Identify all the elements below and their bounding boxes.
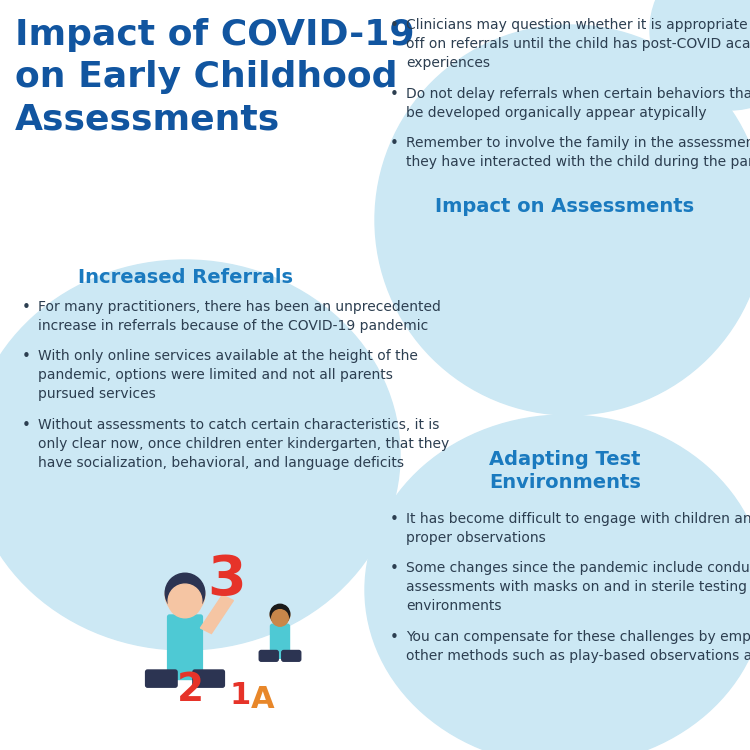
FancyBboxPatch shape [271,624,290,658]
Text: With only online services available at the height of the
pandemic, options were : With only online services available at t… [38,350,418,401]
FancyBboxPatch shape [146,670,177,687]
Text: •: • [390,561,399,576]
Text: 2: 2 [176,671,203,709]
Text: •: • [390,512,399,527]
Text: A: A [251,686,274,715]
Circle shape [165,573,205,613]
Circle shape [165,575,205,615]
Text: Clinicians may question whether it is appropriate to hold
off on referrals until: Clinicians may question whether it is ap… [406,18,750,70]
Text: Some changes since the pandemic include conducting
assessments with masks on and: Some changes since the pandemic include … [406,561,750,613]
Text: •: • [22,300,31,315]
Text: 1: 1 [230,680,251,710]
Text: Without assessments to catch certain characteristics, it is
only clear now, once: Without assessments to catch certain cha… [38,418,449,470]
Circle shape [650,0,750,110]
Text: Do not delay referrals when certain behaviors that should
be developed organical: Do not delay referrals when certain beha… [406,87,750,120]
Text: 3: 3 [208,553,246,607]
Text: You can compensate for these challenges by emphasizing
other methods such as pla: You can compensate for these challenges … [406,630,750,663]
Text: •: • [22,418,31,433]
FancyBboxPatch shape [193,670,224,687]
Text: on Early Childhood: on Early Childhood [15,60,398,94]
Text: Impact of COVID-19: Impact of COVID-19 [15,18,415,52]
Text: Increased Referrals: Increased Referrals [77,268,292,287]
Ellipse shape [0,260,400,650]
Circle shape [168,584,202,618]
Text: •: • [390,630,399,645]
Text: Impact on Assessments: Impact on Assessments [436,197,694,216]
Text: It has become difficult to engage with children and make
proper observations: It has become difficult to engage with c… [406,512,750,545]
Circle shape [270,604,290,624]
Text: •: • [390,87,399,102]
Text: •: • [22,350,31,364]
Ellipse shape [375,25,750,415]
Text: Adapting Test
Environments: Adapting Test Environments [489,450,641,493]
Circle shape [272,610,288,626]
Text: •: • [390,136,399,151]
FancyBboxPatch shape [167,615,202,680]
Text: For many practitioners, there has been an unprecedented
increase in referrals be: For many practitioners, there has been a… [38,300,441,333]
FancyBboxPatch shape [260,650,278,662]
Circle shape [270,605,290,625]
Ellipse shape [365,415,750,750]
Text: Assessments: Assessments [15,102,280,136]
Text: •: • [390,18,399,33]
Text: Remember to involve the family in the assessment, since
they have interacted wit: Remember to involve the family in the as… [406,136,750,169]
Polygon shape [200,595,233,634]
FancyBboxPatch shape [282,650,301,662]
